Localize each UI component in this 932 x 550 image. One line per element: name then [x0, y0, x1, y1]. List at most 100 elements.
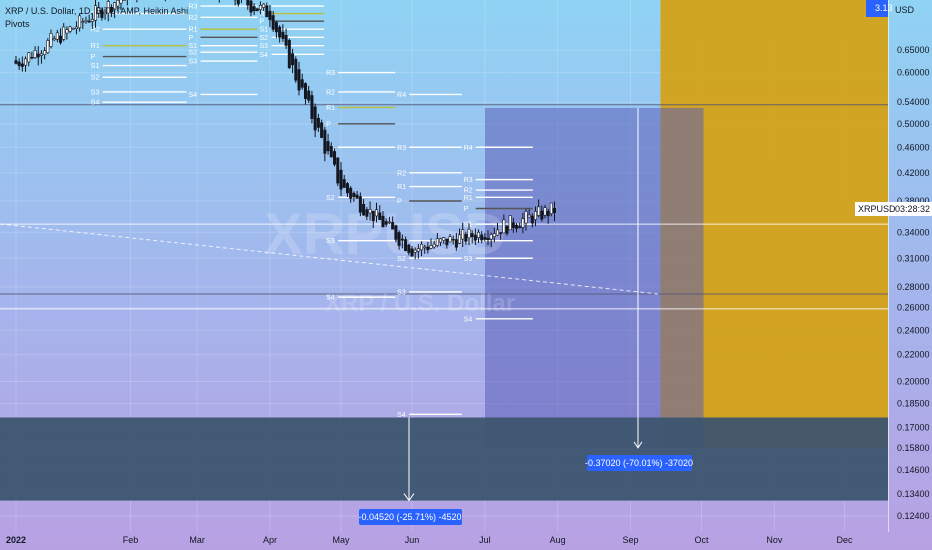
candle-body	[97, 7, 101, 14]
pivot-label: P	[326, 121, 331, 128]
currency-label[interactable]: USD	[895, 5, 915, 15]
candle-body	[549, 202, 553, 214]
pivot-label: S2	[326, 195, 335, 202]
pivot-label: R1	[188, 27, 197, 34]
pivot-label: S4	[91, 100, 100, 107]
candle-body	[103, 12, 107, 15]
pivot-label: R1	[91, 43, 100, 50]
price-tick-label: 0.18500	[897, 398, 930, 408]
candle-body	[81, 21, 85, 23]
pivot-label: S3	[260, 43, 269, 50]
pivot-label: S3	[464, 256, 473, 263]
pivot-label: P	[260, 19, 265, 26]
candle-body	[378, 212, 382, 220]
candle-body	[36, 53, 40, 58]
pivot-label: R2	[188, 15, 197, 22]
pivot-label: R2	[326, 89, 335, 96]
candle-body	[246, 0, 250, 6]
pivot-label: P	[464, 206, 469, 213]
indicator-label[interactable]: Pivots	[5, 19, 30, 29]
candle-body	[297, 69, 301, 91]
candle-body	[87, 20, 91, 23]
candle-body	[362, 203, 366, 216]
candle-body	[358, 196, 362, 213]
pivot-label: R3	[188, 4, 197, 11]
candle-body	[420, 243, 424, 251]
price-tick-label: 0.46000	[897, 142, 930, 152]
price-tick-label: 0.26000	[897, 303, 930, 313]
pivot-label: P	[397, 198, 402, 205]
candle-body	[458, 234, 462, 244]
candle-body	[27, 52, 31, 63]
candle-body	[543, 207, 547, 216]
pivot-label: R1	[260, 11, 269, 18]
price-tick-label: 0.24000	[897, 325, 930, 335]
candle-body	[24, 58, 28, 66]
candle-body	[426, 246, 430, 251]
price-tick-label: 0.15800	[897, 443, 930, 453]
candle-body	[339, 169, 343, 190]
time-tick-label: Sep	[622, 535, 638, 545]
candle-body	[534, 211, 538, 220]
price-tick-label: 0.20000	[897, 377, 930, 387]
candle-body	[477, 231, 481, 238]
candle-body	[39, 53, 43, 56]
time-tick-label: Mar	[189, 535, 205, 545]
top-price-badge	[866, 0, 888, 17]
candle-body	[300, 79, 304, 88]
candle-body	[518, 226, 522, 229]
candle-body	[511, 222, 515, 228]
pivot-label: R2	[464, 188, 473, 195]
pivot-label: P	[91, 54, 96, 61]
candle-body	[387, 221, 391, 224]
pivot-label: R3	[397, 145, 406, 152]
pivot-label: R1	[326, 105, 335, 112]
candle-body	[100, 9, 104, 18]
candle-body	[499, 232, 503, 234]
candle-body	[94, 5, 98, 21]
candle-body	[435, 238, 439, 246]
price-tick-label: 0.13400	[897, 489, 930, 499]
candle-body	[394, 225, 398, 240]
candle-body	[119, 0, 123, 4]
candle-body	[404, 239, 408, 251]
candle-body	[46, 40, 50, 53]
price-axis-separator	[888, 0, 889, 532]
candle-body	[546, 211, 550, 217]
candle-body	[416, 248, 420, 252]
candle-body	[473, 234, 477, 241]
candle-body	[461, 229, 465, 240]
pivot-label: S1	[188, 43, 197, 50]
horizontal-levels	[0, 104, 888, 310]
pivot-label: R1	[464, 195, 473, 202]
candle-body	[492, 233, 496, 238]
candle-body	[429, 245, 433, 249]
measure-label-bg-1	[587, 455, 692, 471]
candle-body	[17, 61, 21, 66]
candle-body	[287, 40, 291, 69]
trend-line[interactable]	[0, 223, 659, 295]
candle-body	[407, 244, 411, 253]
price-tick-label: 0.14600	[897, 465, 930, 475]
pivot-label: S2	[464, 238, 473, 245]
price-tick-label: 0.38000	[897, 196, 930, 206]
candle-body	[400, 238, 404, 241]
measure-arrow-head	[633, 441, 643, 449]
candle-body	[454, 239, 458, 248]
pivot-label: S3	[397, 289, 406, 296]
candle-body	[480, 234, 484, 241]
pivot-label: S1	[91, 63, 100, 70]
candle-body	[30, 56, 34, 59]
pivot-label: S1	[260, 27, 269, 34]
pivot-label: R4	[464, 145, 473, 152]
candle-body	[423, 246, 427, 249]
candle-body	[381, 215, 385, 228]
candle-body	[291, 53, 295, 66]
candle-body	[515, 224, 519, 229]
candle-body	[391, 222, 395, 230]
current-price-tag	[855, 202, 932, 216]
candle-body	[55, 32, 59, 40]
candle-body	[43, 50, 47, 55]
symbol-title[interactable]: XRP / U.S. Dollar, 1D, BITSTAMP, Heikin …	[5, 6, 188, 16]
